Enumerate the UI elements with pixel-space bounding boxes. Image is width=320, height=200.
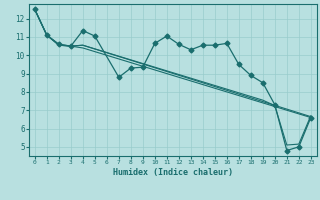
X-axis label: Humidex (Indice chaleur): Humidex (Indice chaleur) [113, 168, 233, 177]
